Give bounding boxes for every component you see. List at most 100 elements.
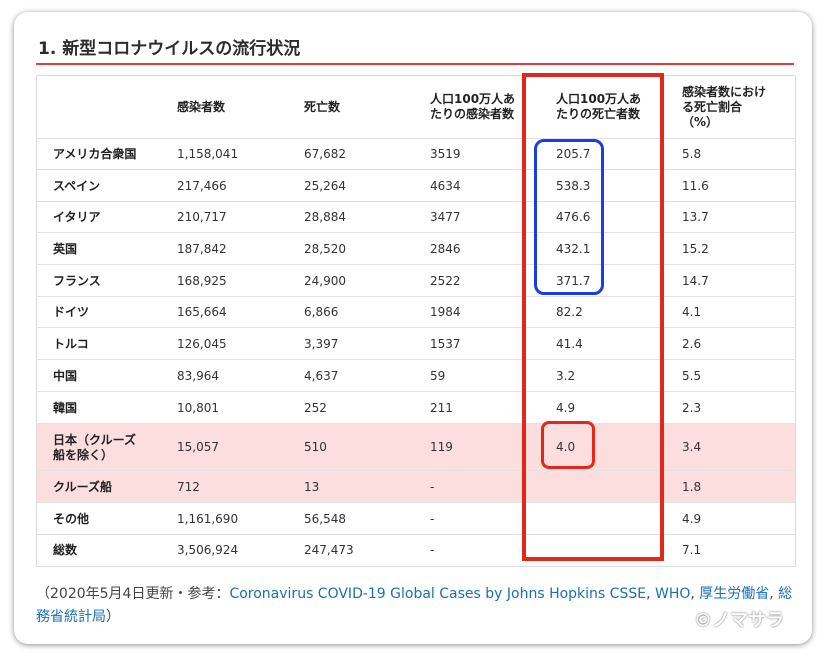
table-row: イタリア 210,717 28,884 3477 476.6 13.7 [37, 201, 795, 233]
deaths-value: 28,520 [304, 241, 346, 256]
country-name: アメリカ合衆国 [53, 147, 137, 161]
cases-value: 1,158,041 [177, 147, 239, 161]
table-row: トルコ 126,045 3,397 1537 41.4 2.6 [37, 327, 795, 360]
source-separator: , [769, 586, 779, 602]
header-fatality-rate-line1: 感染者数におけ [682, 84, 767, 99]
country-name-line2: 船を除く） [53, 447, 114, 462]
fatality-rate-value: 14.7 [682, 273, 709, 288]
table-row: アメリカ合衆国 1,158,041 67,682 3519 205.7 5.8 [37, 138, 795, 170]
deaths-per-million-value: 205.7 [556, 147, 591, 161]
cases-value: 15,057 [177, 440, 219, 454]
header-cases-per-million: 人口100万人あ たりの感染者数 [430, 76, 515, 138]
source-separator: , [690, 586, 700, 602]
cases-per-million-value: 1984 [430, 305, 461, 319]
deaths-per-million-value: 3.2 [556, 368, 576, 383]
source-link-jhu[interactable]: Coronavirus COVID-19 Global Cases by Joh… [229, 586, 647, 602]
cases-per-million-value: - [430, 543, 435, 557]
source-link-mhlw[interactable]: 厚生労働省 [699, 586, 770, 602]
country-name: トルコ [53, 336, 89, 351]
country-name: フランス [53, 273, 101, 288]
cases-value: 187,842 [177, 241, 227, 256]
fatality-rate-value: 5.5 [682, 368, 702, 383]
fatality-rate-value: 1.8 [682, 479, 702, 494]
header-cases-per-million-line2: たりの感染者数 [430, 107, 515, 121]
country-name: ドイツ [53, 305, 90, 319]
header-fatality-rate-line3: （%） [682, 114, 719, 129]
table-row: 英国 187,842 28,520 2846 432.1 15.2 [37, 232, 795, 265]
deaths-value: 13 [304, 479, 320, 494]
cases-per-million-value: - [430, 511, 435, 526]
deaths-value: 6,866 [304, 305, 339, 319]
cases-per-million-value: 1537 [430, 336, 461, 351]
cases-value: 126,045 [177, 336, 227, 351]
header-deaths-per-million-line2: たりの死亡者数 [556, 107, 641, 121]
cases-value: 168,925 [177, 273, 227, 288]
fatality-rate-value: 2.6 [682, 336, 702, 351]
deaths-value: 67,682 [304, 147, 346, 161]
table-row: その他 1,161,690 56,548 - 4.9 [37, 502, 795, 535]
cases-value: 217,466 [177, 178, 227, 193]
table-row: 総数 3,506,924 247,473 - 7.1 [37, 534, 795, 566]
deaths-per-million-value: 4.9 [556, 400, 576, 415]
heading-underline [36, 63, 794, 65]
fatality-rate-value: 15.2 [682, 241, 709, 256]
watermark: ©ノマサラ [694, 610, 784, 631]
cases-value: 165,664 [177, 305, 227, 319]
cases-value: 712 [177, 479, 200, 494]
japan-value-highlight [541, 421, 595, 469]
cases-per-million-value: - [430, 479, 435, 494]
fatality-rate-value: 7.1 [682, 543, 702, 557]
cases-per-million-value: 2522 [430, 273, 461, 288]
table-row: 中国 83,964 4,637 59 3.2 5.5 [37, 359, 795, 392]
top-five-deaths-highlight [534, 139, 604, 295]
deaths-per-million-value: 432.1 [556, 241, 591, 256]
header-deaths-per-million: 人口100万人あ たりの死亡者数 [556, 76, 641, 138]
deaths-per-million-value: 82.2 [556, 305, 583, 319]
cases-value: 83,964 [177, 368, 219, 383]
deaths-value: 4,637 [304, 368, 339, 383]
header-deaths-per-million-line1: 人口100万人あ [556, 92, 642, 106]
country-name: 韓国 [53, 400, 78, 415]
deaths-per-million-value: 476.6 [556, 210, 591, 224]
deaths-value: 252 [304, 400, 327, 415]
deaths-per-million-column-highlight [522, 73, 664, 561]
fatality-rate-value: 5.8 [682, 147, 702, 161]
country-name: クルーズ船 [53, 479, 113, 494]
country-name: 中国 [53, 368, 78, 383]
source-note: （2020年5月4日更新・参考：Coronavirus COVID-19 Glo… [36, 583, 806, 629]
deaths-value: 247,473 [304, 543, 354, 557]
source-suffix: ） [106, 609, 120, 625]
fatality-rate-value: 11.6 [682, 178, 709, 193]
cases-per-million-value: 3477 [430, 210, 461, 224]
cases-per-million-value: 119 [430, 440, 453, 454]
country-name: 日本（クルーズ 船を除く） [53, 424, 136, 471]
fatality-rate-value: 13.7 [682, 210, 709, 224]
table-row-highlighted: 日本（クルーズ 船を除く） 15,057 510 119 4.0 3.4 [37, 423, 795, 471]
fatality-rate-value: 2.3 [682, 400, 702, 415]
header-deaths: 死亡数 [304, 99, 341, 114]
cases-per-million-value: 2846 [430, 241, 461, 256]
deaths-per-million-value: 538.3 [556, 178, 591, 193]
header-fatality-rate-line2: る死亡割合 [682, 99, 743, 114]
fatality-rate-value: 3.4 [682, 440, 702, 454]
table-row: ドイツ 165,664 6,866 1984 82.2 4.1 [37, 296, 795, 328]
source-link-stat[interactable]: 総務省統計局 [36, 586, 793, 625]
deaths-value: 510 [304, 440, 327, 454]
country-name: その他 [53, 511, 90, 526]
covid-table: 感染者数 死亡数 人口100万人あ たりの感染者数 人口100万人あ たりの死亡… [36, 75, 796, 567]
source-separator: , [646, 586, 655, 602]
country-name: 総数 [53, 543, 78, 557]
table-row: フランス 168,925 24,900 2522 371.7 14.7 [37, 264, 795, 297]
header-fatality-rate: 感染者数におけ る死亡割合 （%） [682, 76, 766, 138]
section-heading: 1. 新型コロナウイルスの流行状況 [38, 39, 301, 59]
deaths-value: 56,548 [304, 511, 346, 526]
header-cases: 感染者数 [177, 99, 226, 114]
cases-value: 3,506,924 [177, 543, 239, 557]
country-name-line1: 日本（クルーズ [53, 432, 137, 447]
cases-value: 10,801 [177, 400, 219, 415]
source-link-who[interactable]: WHO [654, 586, 691, 602]
table-header-row: 感染者数 死亡数 人口100万人あ たりの感染者数 人口100万人あ たりの死亡… [37, 76, 795, 138]
table-row: スペイン 217,466 25,264 4634 538.3 11.6 [37, 169, 795, 202]
cases-value: 210,717 [177, 210, 227, 224]
cases-per-million-value: 211 [430, 400, 453, 415]
